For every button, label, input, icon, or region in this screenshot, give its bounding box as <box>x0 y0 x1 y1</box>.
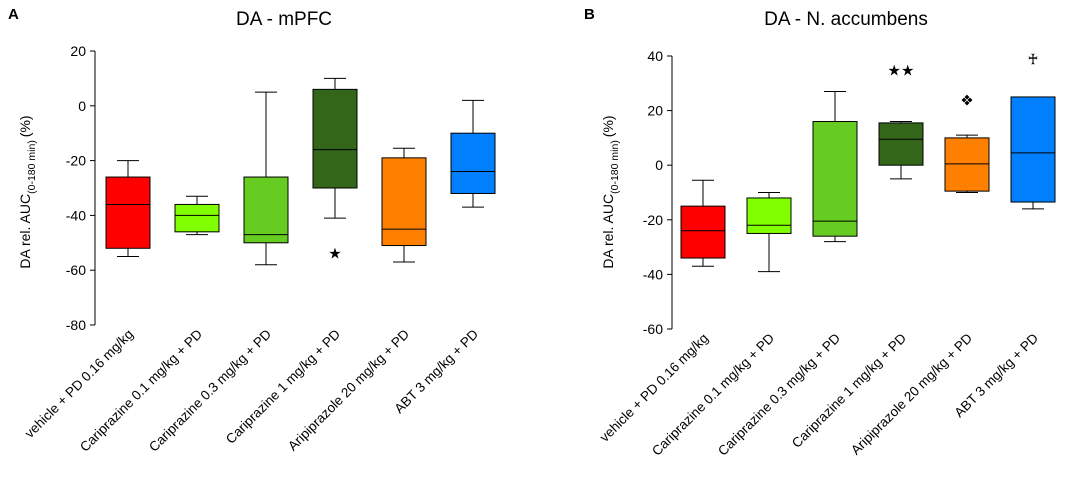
panel-a-box-rect <box>312 88 358 189</box>
panel-a-y-label-unit: (%) <box>17 115 33 137</box>
panel-b-box-1 <box>680 179 726 267</box>
panel-b-y-tick-label: -40 <box>643 266 663 282</box>
panel-a-box-rect <box>450 132 496 194</box>
panel-a-box-1 <box>105 160 151 257</box>
panel-b-label: B <box>584 6 595 23</box>
panel-a-box-3 <box>243 91 289 266</box>
panel-b-title: DA - N. accumbens <box>764 9 928 30</box>
panel-a-category-label: vehicle + PD 0.16 mg/kg <box>22 327 136 441</box>
panel-b-box-6 <box>1010 96 1056 210</box>
panel-b-significance-marker: ★★ <box>888 62 915 80</box>
panel-a-box-5 <box>381 147 427 263</box>
panel-a-category-label: Aripiprazole 20 mg/kg + PD <box>285 326 412 453</box>
panel-b-y-label-main: DA rel. AUC <box>600 194 616 269</box>
panel-b-box-rect <box>680 205 726 259</box>
panel-a-title: DA - mPFC <box>236 9 332 30</box>
panel-b-y-label-unit: (%) <box>600 115 616 137</box>
panel-a-y-tick-label: 20 <box>70 43 86 59</box>
panel-b-box-5 <box>944 134 990 193</box>
panel-a-category-label: Cariprazine 1 mg/kg + PD <box>223 326 343 446</box>
panel-a-y-axis-label: DA rel. AUC(0-180 min) (%) <box>17 115 38 268</box>
panel-a: A DA - mPFC DA rel. AUC(0-180 min) (%) 20… <box>8 6 496 455</box>
panel-b-category-label: vehicle + PD 0.16 mg/kg <box>597 331 711 445</box>
panel-a-box-rect <box>105 176 151 249</box>
panel-a-y-label-sub: (0-180 min) <box>26 140 38 194</box>
panel-b-y-tick-label: -60 <box>643 321 663 337</box>
panel-b-box-rect <box>944 137 990 192</box>
panel-a-box-6 <box>450 99 496 208</box>
panel-a-y-tick-label: -20 <box>66 153 86 169</box>
panel-a-category-label: Cariprazine 0.3 mg/kg + PD <box>146 326 274 454</box>
panel-b-box-4 <box>878 121 924 180</box>
panel-b-category-label: Cariprazine 0.1 mg/kg + PD <box>649 330 777 458</box>
panel-b-box-rect <box>746 197 792 234</box>
panel-a-category-label: Cariprazine 0.1 mg/kg + PD <box>77 326 205 454</box>
panel-b-y-tick-label: 40 <box>647 48 663 64</box>
panel-b: B DA - N. accumbens DA rel. AUC(0-180 mi… <box>584 6 1056 459</box>
panel-b-category-label: Cariprazine 1 mg/kg + PD <box>789 330 909 450</box>
panel-a-box-rect <box>243 176 289 244</box>
panel-b-y-tick-label: 0 <box>655 157 663 173</box>
panel-b-category-label: Aripiprazole 20 mg/kg + PD <box>848 330 975 457</box>
panel-b-y-axis-label: DA rel. AUC(0-180 min) (%) <box>600 115 621 268</box>
panel-a-box-rect <box>381 157 427 247</box>
panel-b-box-rect <box>1010 96 1056 203</box>
panel-a-y-tick-label: -40 <box>66 207 86 223</box>
panel-a-box-4 <box>312 77 358 219</box>
panel-a-y-tick-label: 0 <box>78 98 86 114</box>
panel-a-label: A <box>8 6 19 23</box>
panel-b-box-rect <box>878 122 924 166</box>
panel-a-significance-marker: ★ <box>328 244 341 262</box>
panel-b-y-tick-label: 20 <box>647 103 663 119</box>
panel-b-significance-marker: ♰ <box>1027 51 1038 69</box>
panel-b-significance-marker: ❖ <box>960 92 973 110</box>
panel-b-box-2 <box>746 192 792 273</box>
panel-a-y-label-main: DA rel. AUC <box>17 194 33 269</box>
panel-b-category-label: Cariprazine 0.3 mg/kg + PD <box>715 330 843 458</box>
panel-a-y-tick-label: -80 <box>66 317 86 333</box>
panel-b-box-rect <box>812 121 858 237</box>
panel-a-box-rect <box>174 203 220 233</box>
panel-b-y-tick-label: -20 <box>643 212 663 228</box>
panel-a-box-2 <box>174 195 220 236</box>
panel-a-y-tick-label: -60 <box>66 262 86 278</box>
panel-b-box-3 <box>812 90 858 243</box>
panel-b-y-label-sub: (0-180 min) <box>609 140 621 194</box>
